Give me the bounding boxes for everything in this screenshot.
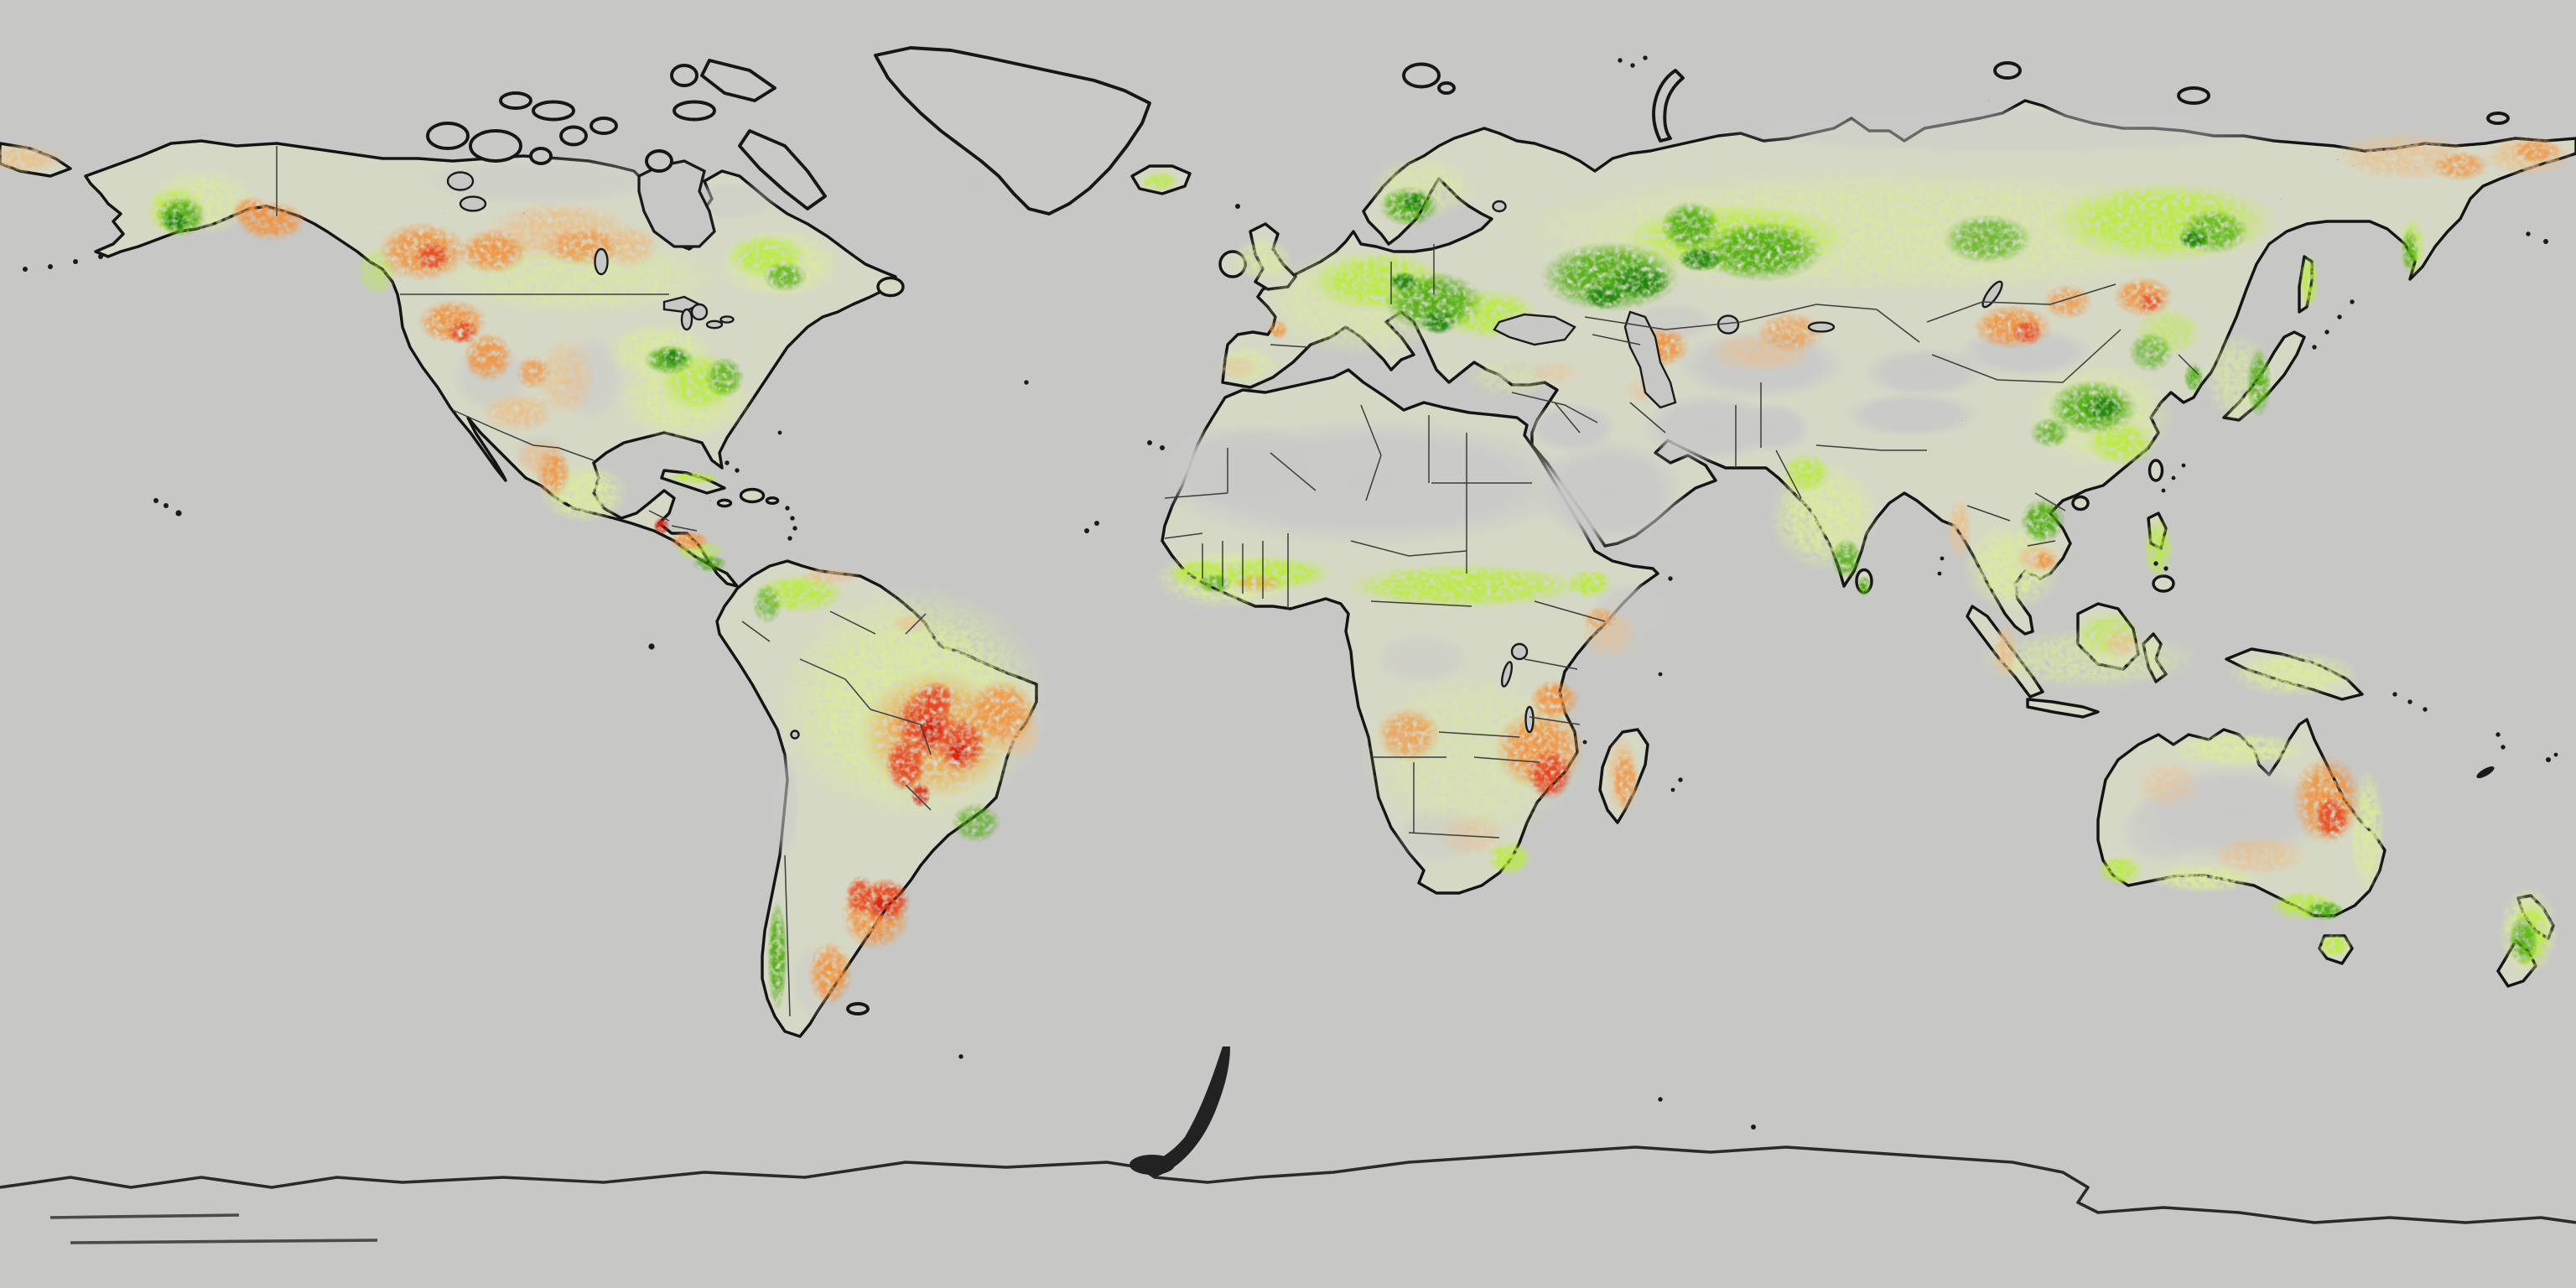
southampton-island xyxy=(645,149,673,173)
island-java xyxy=(2026,698,2100,719)
lake-erie xyxy=(705,319,724,330)
king-william-island xyxy=(529,147,553,165)
melville-island xyxy=(532,100,575,122)
devon-island xyxy=(673,100,716,122)
new-siberian-islands xyxy=(2177,86,2210,105)
severnaya-zemlya xyxy=(1993,61,2022,80)
ice-landmasses xyxy=(426,46,2510,1015)
island-hainan xyxy=(2071,495,2090,512)
prince-patrick-island xyxy=(499,91,532,110)
lake-ontario xyxy=(719,315,735,324)
svalbard-east xyxy=(1437,81,1456,95)
lake-michigan xyxy=(680,308,693,331)
ice-shelf-line-1 xyxy=(70,1239,378,1244)
svalbard xyxy=(1402,62,1441,89)
victoria-island xyxy=(469,129,522,163)
novaya-zemlya xyxy=(1652,69,1685,143)
ellesmere-island xyxy=(700,59,776,102)
lake-ladoga xyxy=(1492,200,1507,213)
axel-heiberg-island xyxy=(670,64,699,87)
greenland xyxy=(874,46,1151,216)
prince-of-wales-island xyxy=(559,125,588,147)
small-island-dots xyxy=(23,55,2558,1130)
lake-titicaca xyxy=(790,730,800,740)
ice-shelf-line-2 xyxy=(49,1213,240,1219)
country-borders xyxy=(276,146,2199,1017)
lake-baikal xyxy=(1981,280,2003,309)
wrangel-island xyxy=(2486,112,2510,125)
falkland-islands xyxy=(846,1002,870,1015)
island-taiwan xyxy=(2148,459,2164,482)
somerset-island xyxy=(589,117,618,135)
banks-island xyxy=(426,122,470,150)
lake-balkhash xyxy=(1807,321,1836,333)
black-sea xyxy=(1493,313,1576,346)
